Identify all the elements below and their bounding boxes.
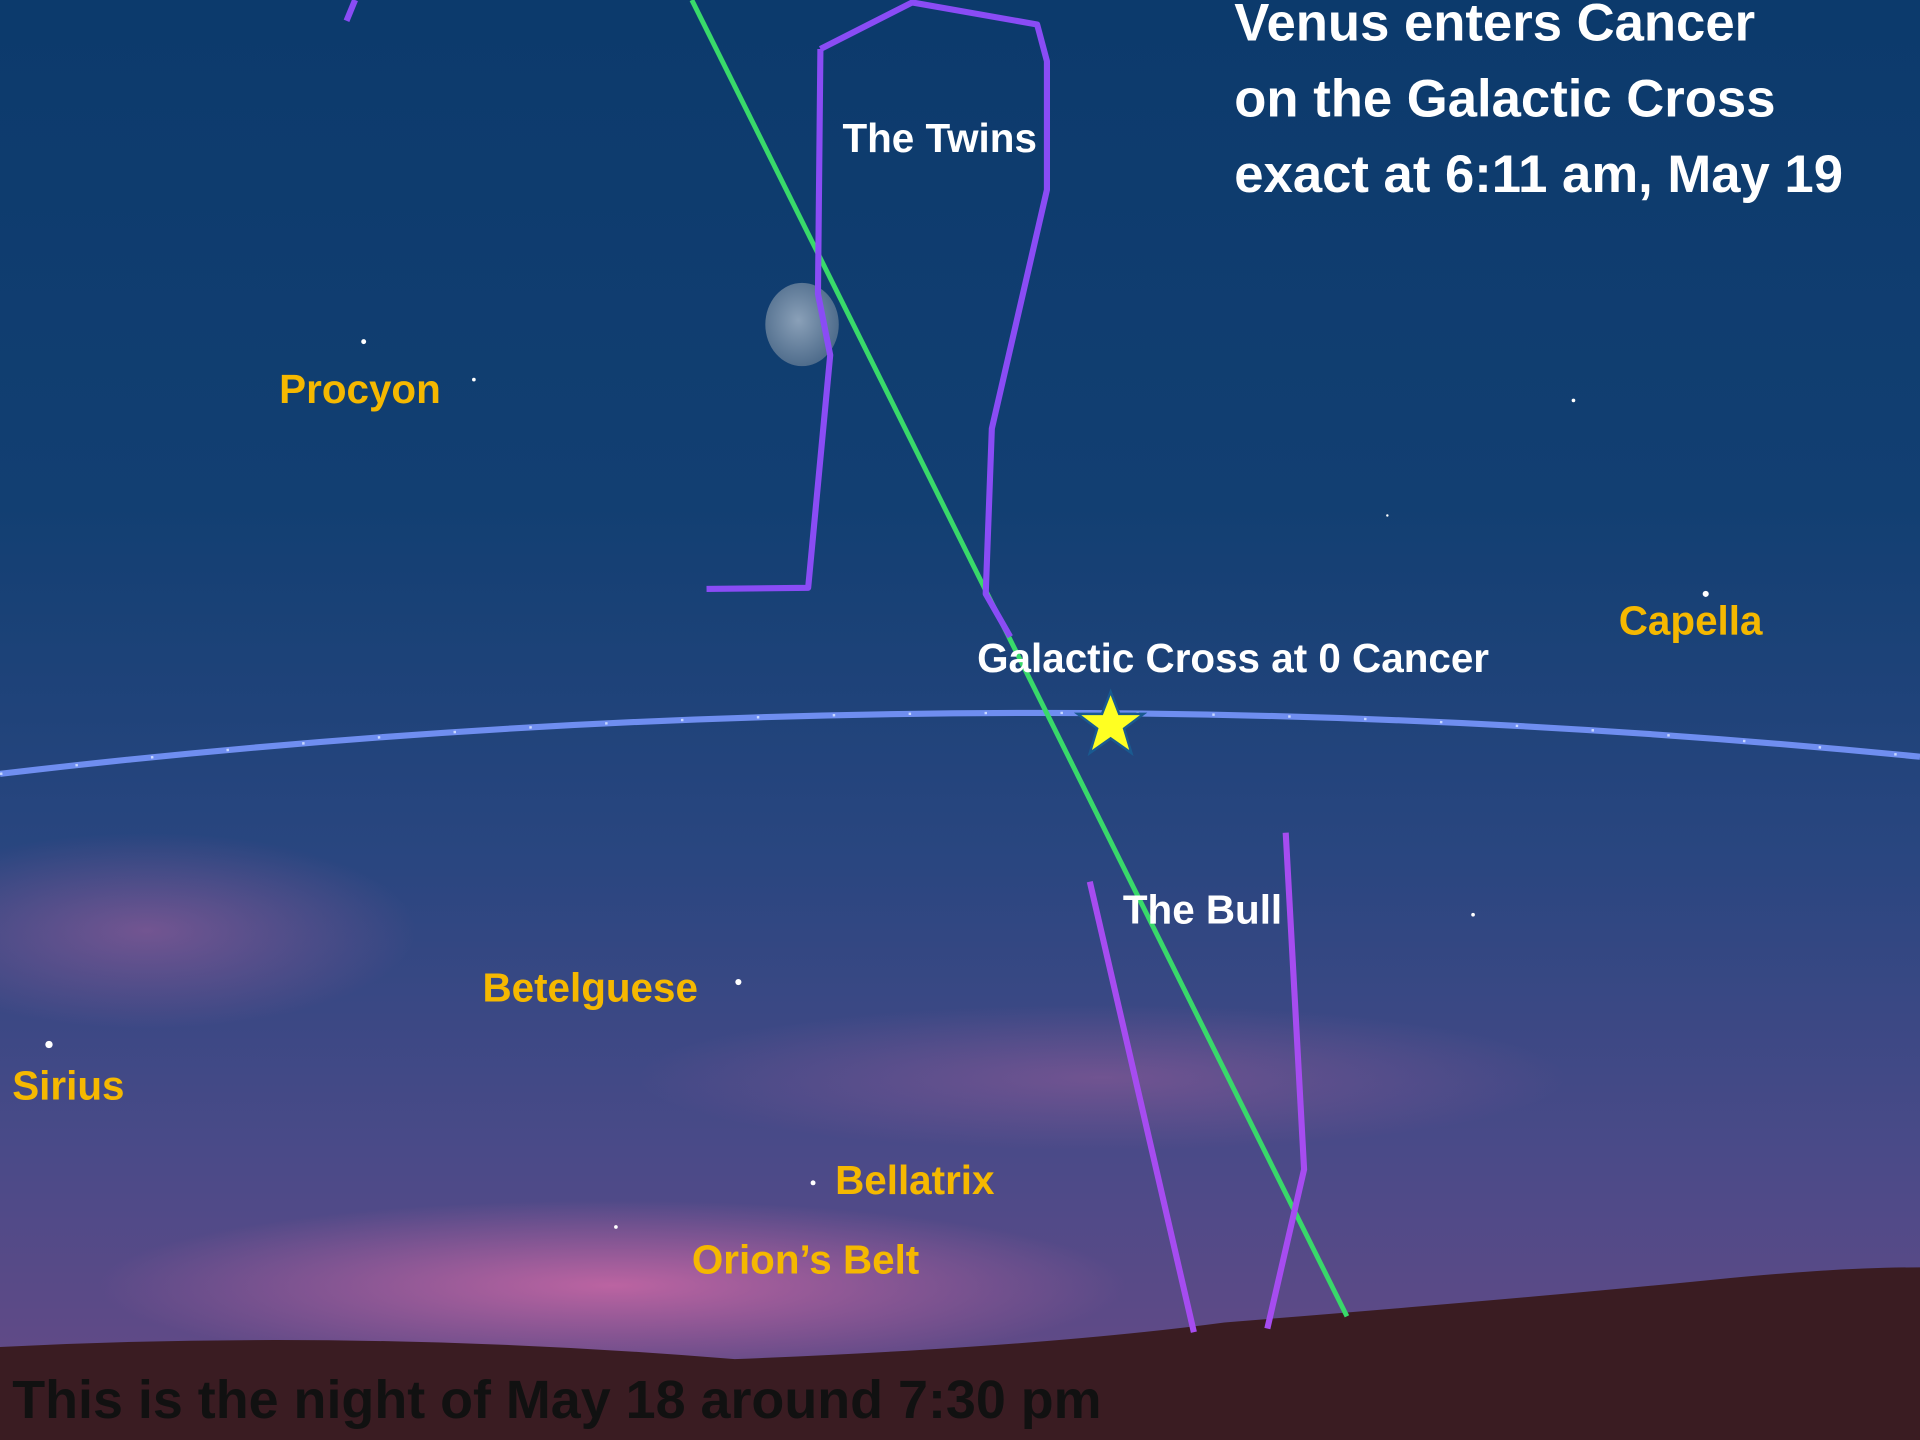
sky-label: Capella <box>1619 597 1763 643</box>
star-dot <box>1471 913 1475 917</box>
sky-label: Sirius <box>12 1063 124 1109</box>
title-line: exact at 6:11 am, May 19 <box>1234 145 1843 204</box>
caption: This is the night of May 18 around 7:30 … <box>12 1370 1101 1430</box>
sky-label: The Bull <box>1123 886 1282 932</box>
sky-label: Betelguese <box>482 965 698 1011</box>
star-dot <box>1572 399 1576 403</box>
sky-label: Galactic Cross at 0 Cancer <box>977 635 1489 681</box>
star-dot <box>1703 591 1709 597</box>
title-line: on the Galactic Cross <box>1234 69 1775 128</box>
star-dot <box>361 339 366 344</box>
page: {"title": {"lines": ["Venus enters Cance… <box>0 0 1920 1440</box>
glow <box>637 1004 1568 1151</box>
sky-chart: Venus enters Cancer on the Galactic Cross… <box>0 0 1920 1440</box>
sky-label: Procyon <box>279 366 441 412</box>
sky-label: Bellatrix <box>835 1157 995 1203</box>
star-dot <box>45 1041 52 1048</box>
star-dot <box>811 1180 816 1185</box>
sky-label: The Twins <box>842 115 1036 161</box>
star-dot <box>472 378 476 382</box>
title-line: Venus enters Cancer <box>1234 0 1755 52</box>
star-dot <box>614 1225 618 1229</box>
star-dot <box>735 979 741 985</box>
sky-label: Orion’s Belt <box>692 1236 919 1282</box>
star-dot <box>1386 514 1388 516</box>
